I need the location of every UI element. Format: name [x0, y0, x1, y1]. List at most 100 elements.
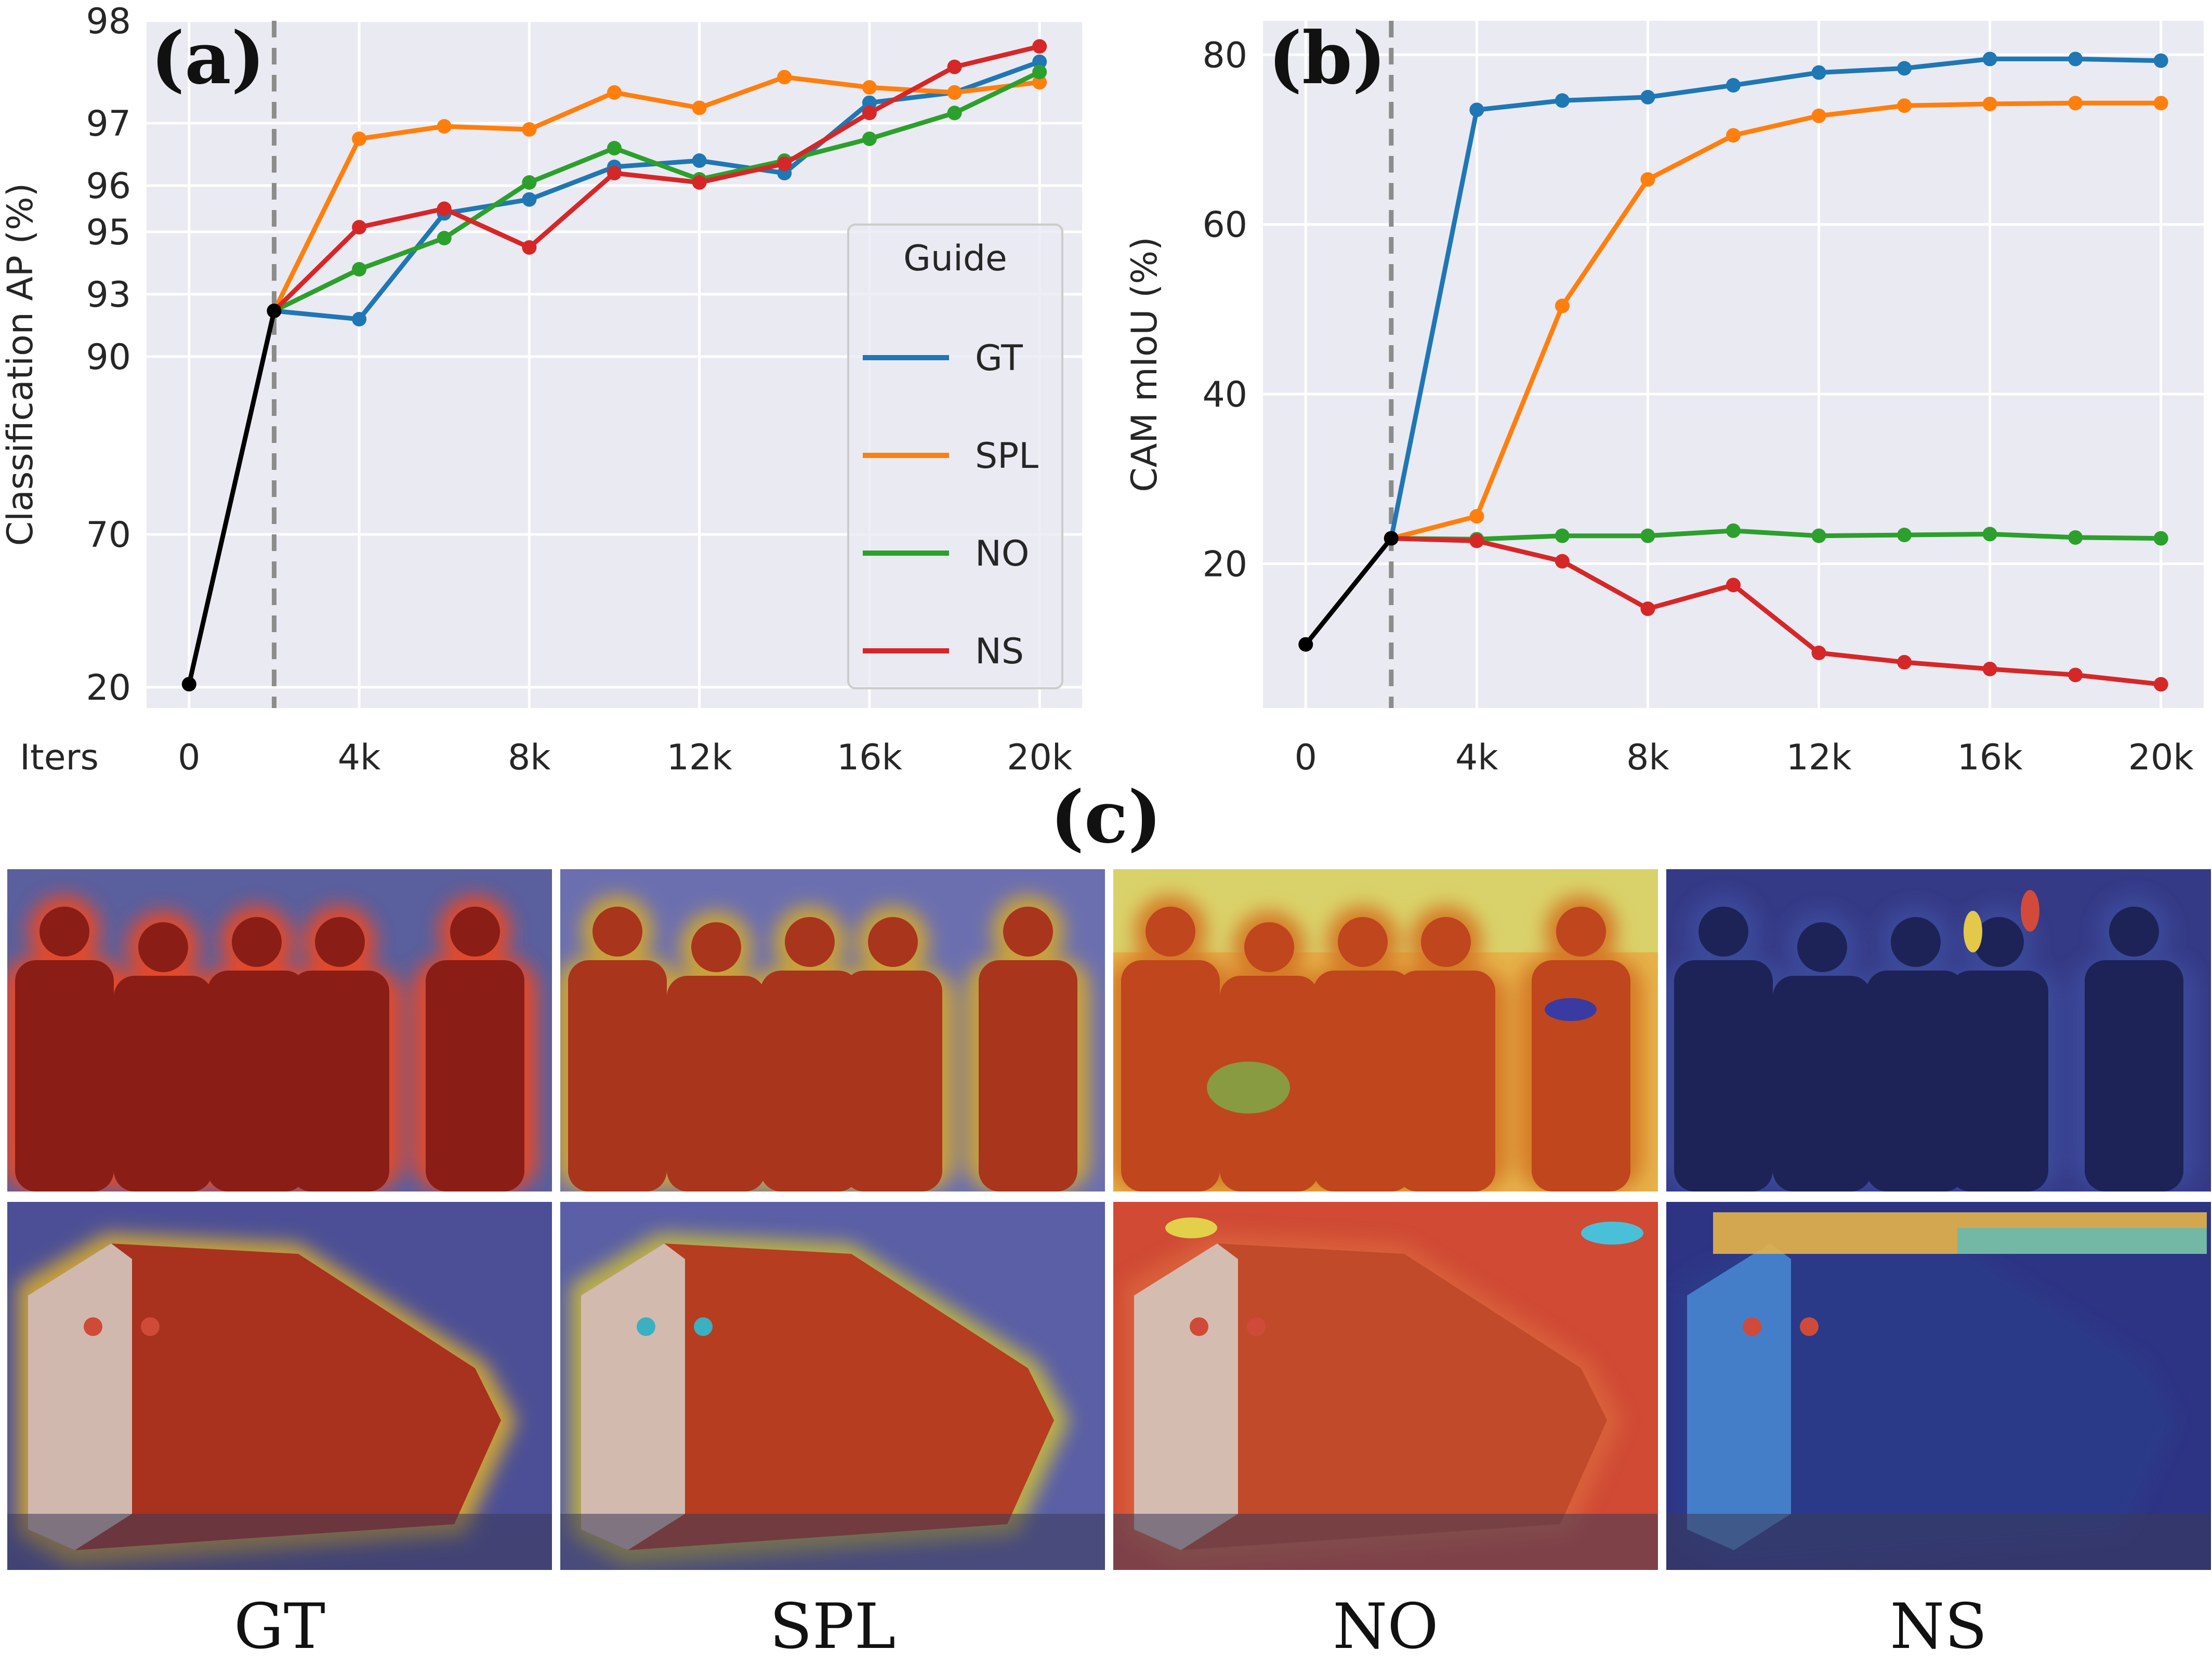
data-point-no: [2153, 531, 2168, 546]
data-point-ns: [1897, 654, 1912, 670]
cam-heatmap-gt-people: [7, 869, 552, 1191]
data-point-spl: [862, 80, 877, 95]
data-point-gt: [2068, 51, 2083, 67]
data-point-gt: [1897, 61, 1912, 76]
data-point-spl: [1469, 509, 1484, 524]
data-point-spl: [2068, 96, 2083, 111]
data-point-spl: [1640, 172, 1655, 187]
data-point-spl: [1555, 298, 1570, 313]
cam-heatmap-no-train: [1113, 1202, 1658, 1570]
data-point-spl: [1811, 108, 1826, 123]
y-tick-label: 60: [1202, 205, 1247, 246]
shared-initial-line: [1304, 536, 1393, 646]
data-point-no: [1032, 64, 1047, 80]
data-point-no: [1726, 523, 1741, 538]
x-tick-label: 16k: [1957, 737, 2023, 778]
cam-heatmap-ns-train: [1666, 1202, 2211, 1570]
x-tick-label: 4k: [338, 737, 381, 778]
x-tick-label: 0: [1295, 737, 1317, 778]
data-point-spl: [437, 119, 452, 134]
x-tick-label: 4k: [1455, 737, 1498, 778]
data-point-gt: [862, 95, 877, 110]
data-point-no: [1811, 528, 1826, 543]
chart-panel-b: 0 4k 8k 12k 16k 20k 20 40 60 80 CAM mIoU (%) (b): [1124, 16, 2204, 778]
y-tick-label: 70: [86, 515, 131, 556]
cam-heatmap-ns-people: [1666, 869, 2211, 1191]
cam-heatmap-spl-train: [560, 1202, 1105, 1570]
cam-heatmap-spl-people: [560, 869, 1105, 1191]
x-tick-label: 12k: [1786, 737, 1852, 778]
shared-data-point: [267, 304, 282, 318]
data-point-no: [1640, 528, 1655, 543]
data-point-gt: [692, 153, 707, 168]
y-tick-label: 40: [1202, 374, 1247, 415]
data-point-no: [522, 175, 537, 190]
data-point-gt: [352, 312, 367, 326]
data-point-gt: [522, 192, 537, 207]
legend-title: Guide: [903, 238, 1007, 279]
series-line-ns: [1391, 536, 2162, 687]
legend-entry-gt: GT: [975, 338, 1023, 379]
data-point-gt: [1811, 65, 1826, 80]
series-line-ns: [272, 44, 1041, 313]
data-point-ns: [1811, 645, 1826, 660]
data-point-ns: [2068, 667, 2083, 683]
data-point-ns: [1982, 661, 1997, 676]
line-charts: 0 4k 8k 12k 16k 20k 20 70 90 93 95 96 97 98 Classifica…: [0, 1, 2204, 859]
x-tick-label: 20k: [1007, 737, 1073, 778]
data-point-no: [1555, 528, 1570, 543]
data-point-spl: [947, 85, 962, 100]
data-point-gt: [1555, 93, 1570, 108]
data-point-no: [352, 262, 367, 277]
x-tick-label: 16k: [837, 737, 903, 778]
x-tick-label: 8k: [1626, 737, 1669, 778]
data-point-no: [607, 141, 622, 155]
x-axis-label: Iters: [20, 737, 99, 778]
data-point-ns: [1555, 554, 1570, 569]
data-point-spl: [692, 100, 707, 115]
data-point-gt: [1469, 102, 1484, 117]
data-point-spl: [1897, 98, 1912, 113]
y-tick-label: 80: [1202, 35, 1247, 76]
data-point-no: [1982, 527, 1997, 542]
data-point-ns: [607, 166, 622, 180]
data-point-ns: [1640, 601, 1655, 617]
y-tick-label: 95: [86, 212, 131, 253]
panel-label-a: (a): [151, 16, 265, 100]
x-tick-label: 20k: [2128, 737, 2194, 778]
shared-data-point: [1298, 637, 1313, 652]
series-line-gt: [1389, 56, 2161, 539]
y-tick-label: 96: [86, 166, 131, 207]
y-tick-label: 97: [86, 103, 131, 145]
cam-heatmap-gt-train: [7, 1202, 552, 1570]
panel-label-c: (c): [1050, 775, 1162, 859]
data-point-ns: [2153, 677, 2168, 692]
data-point-ns: [522, 240, 537, 255]
legend-entry-ns: NS: [975, 631, 1024, 672]
data-point-gt: [1640, 89, 1655, 104]
data-point-spl: [1726, 128, 1741, 143]
cam-heatmap-no-people: [1113, 869, 1658, 1191]
y-tick-label: 90: [86, 337, 131, 378]
column-label-no: NO: [1333, 1591, 1439, 1663]
panel-label-b: (b): [1268, 16, 1386, 100]
y-axis-label: Classification AP (%): [0, 183, 41, 546]
data-point-no: [862, 132, 877, 146]
x-tick-label: 8k: [508, 737, 551, 778]
data-point-no: [947, 106, 962, 121]
shared-data-point: [181, 677, 196, 692]
shared-data-point: [1384, 531, 1399, 546]
data-point-spl: [777, 70, 792, 85]
data-point-gt: [1982, 51, 1997, 67]
data-point-ns: [437, 201, 452, 216]
data-point-ns: [947, 59, 962, 74]
x-tick-label: 0: [178, 737, 200, 778]
data-point-ns: [1726, 578, 1741, 593]
data-point-spl: [522, 122, 537, 137]
chart-panel-a: 0 4k 8k 12k 16k 20k 20 70 90 93 95 96 97 98 Classifica…: [0, 1, 1082, 778]
legend-entry-spl: SPL: [975, 436, 1038, 477]
x-tick-label: 12k: [667, 737, 733, 778]
data-point-gt: [1726, 78, 1741, 93]
y-tick-label: 20: [1202, 544, 1247, 585]
data-point-spl: [1032, 75, 1047, 90]
